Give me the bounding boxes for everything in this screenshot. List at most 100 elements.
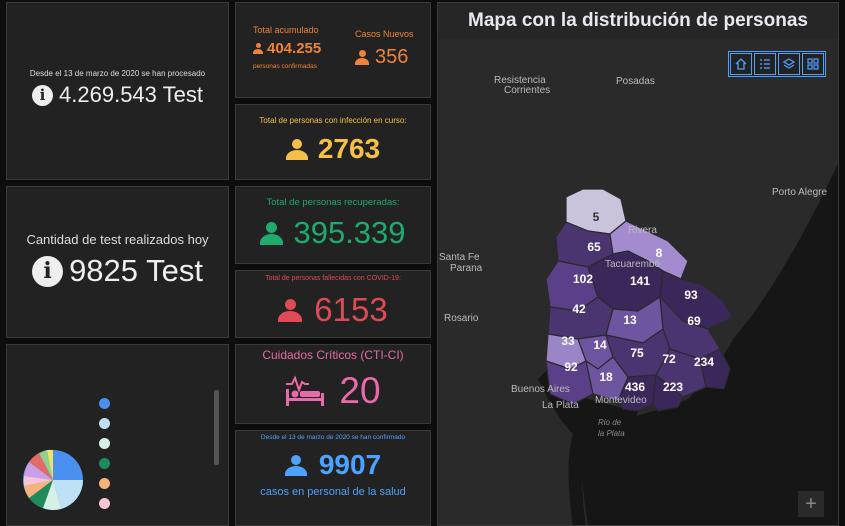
place-porto-alegre: Porto Alegre (772, 187, 827, 198)
place-rio-de: Rio de (598, 418, 622, 427)
map-toolbar (728, 51, 826, 77)
legend-item[interactable] (99, 398, 119, 409)
acumulado-value: 404.255 (267, 40, 322, 57)
value-durazno: 13 (623, 313, 637, 327)
legend-dot (99, 478, 110, 489)
place-montevideo: Montevideo (595, 395, 647, 406)
place-corrientes: Corrientes (504, 85, 550, 96)
salud-value: 9907 (318, 449, 382, 480)
hospital-bed-icon (286, 375, 325, 406)
legend-item[interactable] (99, 438, 119, 449)
legend-dot (99, 398, 110, 409)
cti-value: 20 (339, 370, 381, 411)
legend-item[interactable] (99, 478, 119, 489)
fallecidas-label: Total de personas fallecidas con COVID-1… (265, 275, 401, 282)
home-icon (735, 58, 747, 70)
map-canvas[interactable]: 5 65 8 102 141 93 42 13 69 33 14 75 72 2… (438, 39, 839, 526)
tests-total-panel: Desde el 13 de marzo de 2020 se han proc… (6, 2, 229, 180)
legend-dot (99, 418, 110, 429)
distribution-pie-chart (23, 449, 84, 510)
home-button[interactable] (730, 53, 752, 75)
person-icon (278, 298, 303, 322)
place-posadas: Posadas (616, 76, 655, 87)
en-curso-label: Total de personas con infección en curso… (259, 116, 407, 125)
en-curso-panel: Total de personas con infección en curso… (235, 104, 431, 180)
legend-item[interactable] (99, 458, 119, 469)
recuperadas-value: 395.339 (293, 215, 406, 250)
value-rocha: 234 (694, 355, 714, 369)
acumulado-sub: personas confirmadas (253, 63, 317, 70)
acumulado-label: Total acumulado (253, 25, 319, 35)
cti-label: Cuidados Críticos (CTI-CI) (262, 348, 404, 362)
legend-item[interactable] (99, 498, 119, 509)
legend-scrollbar[interactable] (214, 390, 219, 465)
value-san-jose: 18 (599, 370, 613, 384)
fallecidas-value: 6153 (314, 291, 388, 328)
place-la-plata-river: la Plata (598, 429, 625, 438)
value-maldonado: 223 (663, 380, 683, 394)
person-icon (355, 50, 369, 65)
tests-today-caption: Cantidad de test realizados hoy (26, 232, 209, 247)
distribution-panel (6, 344, 229, 526)
value-cerro-largo: 93 (684, 288, 698, 302)
salud-panel: Desde el 13 de marzo de 2020 se han conf… (235, 430, 431, 526)
distribution-title (7, 345, 228, 351)
nuevos-value: 356 (375, 46, 409, 68)
person-icon (260, 221, 284, 245)
legend-button[interactable] (754, 53, 776, 75)
recuperadas-label: Total de personas recuperadas: (266, 197, 400, 208)
value-rivera: 8 (656, 246, 663, 260)
fallecidas-panel: Total de personas fallecidas con COVID-1… (235, 270, 431, 338)
place-resistencia: Resistencia (494, 75, 546, 86)
person-icon (253, 43, 263, 54)
tests-total-caption: Desde el 13 de marzo de 2020 se han proc… (29, 69, 206, 78)
value-canelones: 436 (625, 380, 645, 394)
legend-dot (99, 498, 110, 509)
salud-caption: Desde el 13 de marzo de 2020 se han conf… (260, 434, 406, 441)
value-soriano: 33 (561, 334, 575, 348)
tests-today-value: 9825 Test (69, 253, 203, 288)
place-rosario: Rosario (444, 313, 479, 324)
recuperadas-panel: Total de personas recuperadas: 395.339 (235, 186, 431, 264)
value-tacuarembo: 141 (630, 274, 650, 288)
legend-dot (99, 458, 110, 469)
uruguay-map (545, 188, 734, 412)
value-florida: 75 (630, 346, 644, 360)
legend-dot (99, 438, 110, 449)
info-icon: i (32, 255, 64, 287)
salud-sub: casos en personal de la salud (260, 486, 406, 498)
tests-today-panel: Cantidad de test realizados hoy i 9825 T… (6, 186, 229, 338)
value-flores: 14 (593, 338, 607, 352)
cti-panel: Cuidados Críticos (CTI-CI) 20 (235, 344, 431, 424)
zoom-in-button[interactable]: + (798, 491, 824, 517)
value-colonia: 92 (564, 360, 578, 374)
layers-icon (783, 58, 795, 69)
grid-icon (807, 58, 819, 70)
value-rio-negro: 42 (572, 302, 586, 316)
acumulado-panel: Total acumulado 404.255 personas confirm… (235, 2, 431, 98)
value-salto: 65 (587, 240, 601, 254)
value-artigas: 5 (593, 210, 600, 224)
basemap-button[interactable] (802, 53, 824, 75)
value-lavalleja: 72 (662, 352, 676, 366)
value-treinta-tres: 69 (687, 314, 701, 328)
place-santa-fe: Santa Fe (439, 252, 480, 263)
info-icon: i (32, 84, 54, 106)
person-icon (284, 454, 307, 476)
place-parana: Parana (450, 263, 483, 274)
place-la-plata: La Plata (542, 400, 579, 411)
place-tacuarembo: Tacuarembó (605, 259, 660, 270)
layers-button[interactable] (778, 53, 800, 75)
place-rivera: Rivera (628, 225, 657, 236)
tests-total-value: 4.269.543 Test (59, 82, 203, 107)
list-icon (760, 59, 770, 69)
value-paysandu: 102 (573, 272, 593, 286)
map-panel[interactable]: Mapa con la distribución de personas (437, 2, 839, 526)
person-icon (285, 138, 308, 160)
nuevos-label: Casos Nuevos (355, 29, 414, 39)
en-curso-value: 2763 (317, 133, 381, 164)
legend-item[interactable] (99, 418, 119, 429)
map-title: Mapa con la distribución de personas (438, 3, 838, 39)
distribution-legend (99, 398, 119, 518)
place-buenos-aires: Buenos Aires (511, 384, 570, 395)
